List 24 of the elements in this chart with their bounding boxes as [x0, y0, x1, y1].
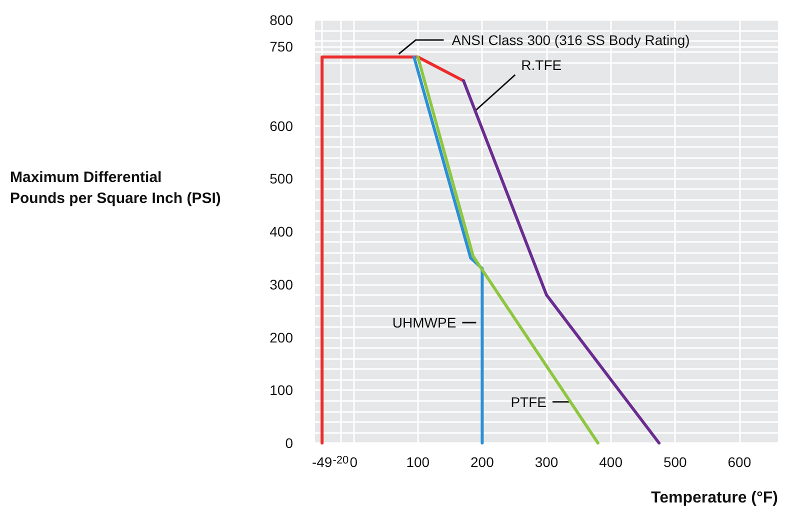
y-tick-label: 200: [270, 329, 294, 346]
y-tick-label: 750: [270, 38, 294, 54]
series-label: PTFE: [510, 394, 546, 410]
x-tick-label: 200: [470, 454, 494, 470]
x-tick-label: 400: [599, 454, 623, 470]
y-tick-label: 0: [285, 435, 294, 451]
x-tick-label: -49: [312, 454, 332, 470]
y-tick-label: 400: [270, 224, 294, 240]
series-label: UHMWPE: [392, 314, 456, 331]
x-tick-label: 300: [534, 454, 558, 470]
text: R.TFE: [521, 56, 562, 73]
y-tick-label: 500: [270, 170, 294, 187]
x-tick-label: 500: [663, 454, 688, 470]
x-tick-label: 0: [350, 454, 358, 470]
y-tick-label: 300: [270, 276, 294, 292]
x-tick-label: 100: [406, 454, 430, 470]
y-tick-label: 800: [270, 12, 294, 28]
y-tick-label: 600: [270, 118, 294, 134]
x-tick-label: -20: [332, 454, 349, 466]
y-tick-label: 100: [270, 382, 294, 398]
series-label: ANSI Class 300 (316 SS Body Rating): [452, 32, 690, 48]
y-axis-title: Maximum Differential Pounds per Square Inch (PSI): [10, 169, 221, 207]
x-tick-label: 600: [728, 454, 752, 470]
x-axis-title: Temperature (°F): [650, 490, 778, 506]
